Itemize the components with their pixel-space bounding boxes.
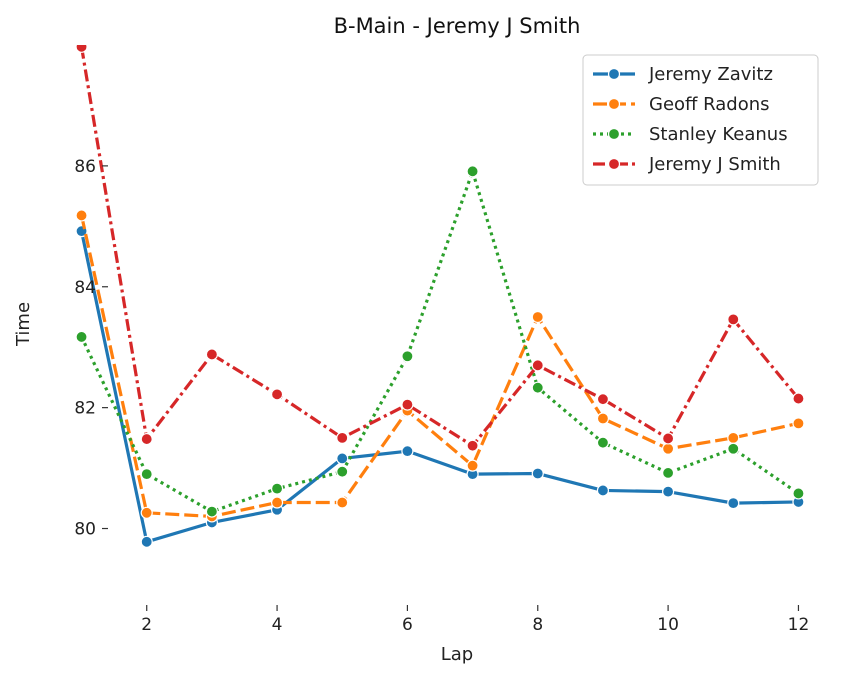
data-point-geoff-radons [466,459,479,472]
data-point-jeremy-j-smith [270,388,284,401]
data-point-geoff-radons [531,310,544,324]
data-point-jeremy-zavitz [596,484,610,497]
data-point-stanley-keanus [792,487,805,500]
data-point-jeremy-j-smith [596,393,610,406]
data-point-geoff-radons [727,431,740,444]
data-point-stanley-keanus [140,468,153,481]
x-tick-label: 8 [532,615,543,635]
data-point-jeremy-zavitz [662,485,675,498]
data-point-stanley-keanus [75,330,88,344]
series-layer [75,45,805,548]
y-tick-label: 82 [74,399,96,419]
data-point-stanley-keanus [205,505,218,518]
x-tick-label: 10 [657,615,679,635]
x-tick-label: 12 [788,615,810,635]
y-axis-ticks: 80 82 84 86 [74,157,108,540]
legend-swatch-marker [607,127,621,141]
data-point-geoff-radons [336,496,349,509]
data-point-jeremy-j-smith [336,431,349,444]
chart-title: B-Main - Jeremy J Smith [334,14,581,38]
x-tick-label: 2 [141,615,152,635]
x-axis-ticks: 2 4 6 8 10 12 [141,605,809,635]
data-point-jeremy-j-smith [75,45,88,53]
data-point-geoff-radons [140,506,153,519]
data-point-jeremy-j-smith [531,359,544,372]
data-point-jeremy-zavitz [727,497,740,510]
data-point-jeremy-zavitz [531,467,544,480]
data-point-jeremy-j-smith [140,432,153,446]
x-tick-label: 4 [272,615,283,635]
legend-box [582,54,819,186]
data-point-jeremy-j-smith [401,398,414,411]
legend-swatch-marker [607,157,621,171]
data-point-jeremy-j-smith [792,392,805,405]
y-tick-label: 84 [74,278,96,298]
y-axis-label: Time [13,302,34,347]
legend-swatch-marker [607,97,621,111]
legend: Jeremy Zavitz Geoff Radons Stanley Keanus J… [582,54,819,186]
data-point-geoff-radons [792,417,805,430]
data-point-geoff-radons [75,209,88,222]
data-point-geoff-radons [270,496,284,509]
legend-label: Stanley Keanus [649,124,788,145]
data-point-jeremy-j-smith [662,432,675,445]
data-point-stanley-keanus [401,350,414,363]
x-tick-label: 6 [402,615,413,635]
data-point-stanley-keanus [270,482,284,495]
data-point-geoff-radons [662,442,675,455]
series-line-jeremy-j-smith [79,46,800,448]
legend-label: Geoff Radons [649,94,770,115]
data-point-jeremy-zavitz [336,452,349,465]
series-line-geoff-radons [79,215,799,519]
data-point-jeremy-j-smith [727,313,740,326]
data-point-jeremy-j-smith [205,348,218,361]
y-tick-label: 86 [74,157,96,177]
x-axis-label: Lap [441,644,473,665]
data-point-stanley-keanus [466,165,479,178]
y-tick-label: 80 [74,520,96,540]
legend-swatch-marker [607,67,621,81]
series-line-jeremy-zavitz [79,230,799,544]
series-line-stanley-keanus [80,169,800,514]
legend-label: Jeremy J Smith [648,154,781,175]
data-point-stanley-keanus [596,436,610,449]
data-point-jeremy-zavitz [401,445,414,458]
data-point-geoff-radons [596,412,610,425]
data-point-stanley-keanus [531,381,544,394]
data-point-jeremy-j-smith [466,439,479,452]
data-point-stanley-keanus [336,465,349,478]
legend-label: Jeremy Zavitz [648,64,773,85]
data-point-stanley-keanus [662,466,675,480]
data-point-jeremy-zavitz [140,535,153,548]
data-point-stanley-keanus [727,442,740,455]
